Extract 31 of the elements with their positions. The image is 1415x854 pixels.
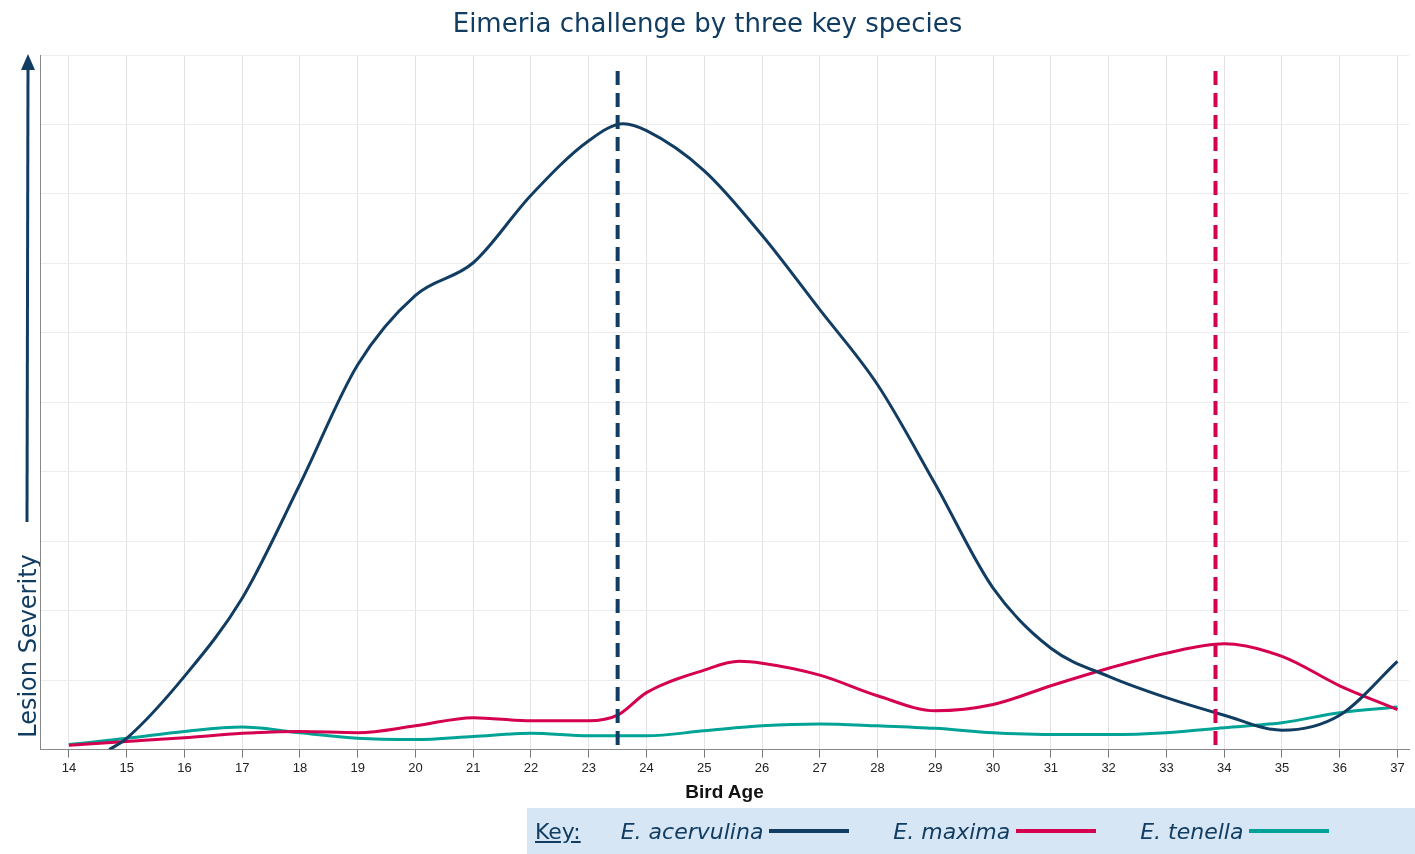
x-tick-label: 20 <box>408 759 423 775</box>
x-tick-label: 33 <box>1159 759 1174 775</box>
legend-label: E. acervulina <box>620 818 764 844</box>
x-tick-label: 24 <box>639 759 654 775</box>
legend-label: E. maxima <box>893 818 1011 844</box>
x-axis-title: Bird Age <box>685 780 764 802</box>
x-tick-label: 36 <box>1332 759 1347 775</box>
x-tick-label: 18 <box>292 759 308 775</box>
x-tick-label: 28 <box>870 759 885 775</box>
x-tick-label: 37 <box>1390 759 1405 775</box>
x-tick-label: 31 <box>1043 759 1059 775</box>
x-tick-label: 25 <box>697 759 712 775</box>
x-tick-label: 29 <box>928 759 943 775</box>
y-axis-title: Lesion Severity <box>14 553 42 740</box>
x-tick-label: 19 <box>350 759 365 775</box>
x-tick-label: 16 <box>177 759 192 775</box>
x-tick-label: 27 <box>812 759 828 775</box>
legend-title: Key: <box>535 818 581 844</box>
x-tick-label: 35 <box>1274 759 1290 775</box>
x-tick-label: 17 <box>234 759 250 775</box>
x-tick-label: 14 <box>61 759 77 775</box>
chart-title: Eimeria challenge by three key species <box>451 8 964 38</box>
x-tick-label: 30 <box>985 759 1001 775</box>
x-tick-label: 34 <box>1216 759 1232 775</box>
x-tick-label: 26 <box>754 759 770 775</box>
x-tick-label: 22 <box>523 759 539 775</box>
x-tick-label: 15 <box>119 759 134 775</box>
x-tick-label: 23 <box>581 759 596 775</box>
x-tick-label: 21 <box>465 759 481 775</box>
x-tick-label: 32 <box>1101 759 1116 775</box>
legend-label: E. tenella <box>1140 818 1244 844</box>
